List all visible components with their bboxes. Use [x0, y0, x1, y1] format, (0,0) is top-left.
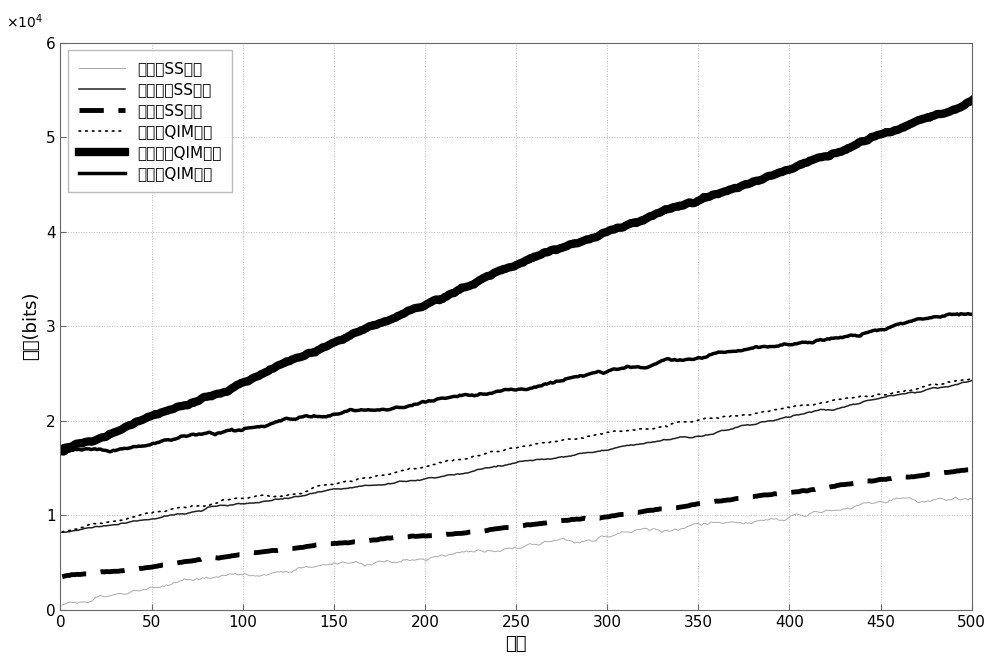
Line: 低频、QIM隐写: 低频、QIM隐写 [62, 379, 972, 532]
Line: 中频、SS隐写: 中频、SS隐写 [62, 470, 972, 577]
中频、SS隐写 [598, 514, 610, 522]
低频、QIM隐写 [802, 401, 814, 409]
低频、SS隐写 [966, 495, 978, 503]
低频、QIM隐写 [944, 378, 956, 386]
Y-axis label: 容量(bits): 容量(bits) [22, 292, 40, 360]
低中频、QIM隐写 [966, 97, 978, 105]
中频、QIM隐写 [490, 388, 502, 396]
低中频、SS隐写 [494, 462, 506, 470]
中频、QIM隐写 [962, 309, 974, 317]
Line: 低频、SS隐写: 低频、SS隐写 [62, 497, 972, 605]
低频、SS隐写 [949, 493, 961, 501]
低中频、SS隐写 [548, 454, 560, 462]
中频、QIM隐写 [803, 338, 815, 346]
低中频、QIM隐写 [598, 229, 610, 237]
低频、QIM隐写 [966, 375, 978, 383]
Text: $\times 10^4$: $\times 10^4$ [6, 13, 43, 31]
低中频、SS隐写 [488, 462, 500, 470]
中频、SS隐写 [966, 466, 978, 474]
低中频、QIM隐写 [56, 445, 68, 453]
低频、SS隐写 [944, 496, 956, 504]
中频、SS隐写 [488, 525, 500, 533]
低频、SS隐写 [548, 536, 560, 544]
低频、QIM隐写 [488, 447, 500, 455]
低频、SS隐写 [494, 548, 506, 556]
低频、QIM隐写 [598, 430, 610, 438]
中频、SS隐写 [944, 468, 956, 476]
中频、QIM隐写 [58, 450, 70, 458]
Legend: 低频、SS隐写, 低中频、SS隐写, 中频、SS隐写, 低频、QIM隐写, 低中频、QIM隐写, 中频、QIM隐写: 低频、SS隐写, 低中频、SS隐写, 中频、SS隐写, 低频、QIM隐写, 低中… [68, 51, 232, 192]
低频、QIM隐写 [56, 528, 68, 536]
Line: 中频、QIM隐写: 中频、QIM隐写 [62, 313, 972, 454]
低中频、QIM隐写 [944, 107, 956, 115]
Line: 低中频、SS隐写: 低中频、SS隐写 [62, 381, 972, 532]
低频、QIM隐写 [494, 448, 506, 456]
低频、SS隐写 [802, 512, 814, 520]
中频、QIM隐写 [599, 369, 611, 377]
低频、SS隐写 [598, 533, 610, 541]
中频、QIM隐写 [495, 387, 507, 395]
中频、SS隐写 [56, 573, 68, 581]
低中频、SS隐写 [802, 408, 814, 416]
中频、QIM隐写 [966, 310, 978, 318]
低中频、QIM隐写 [548, 245, 560, 253]
X-axis label: 图像: 图像 [505, 635, 527, 653]
低中频、SS隐写 [944, 382, 956, 390]
Line: 低中频、QIM隐写: 低中频、QIM隐写 [62, 101, 972, 449]
低中频、SS隐写 [966, 377, 978, 385]
低中频、SS隐写 [598, 447, 610, 455]
低中频、QIM隐写 [494, 266, 506, 274]
低频、SS隐写 [488, 548, 500, 556]
中频、QIM隐写 [56, 450, 68, 458]
低中频、QIM隐写 [488, 269, 500, 277]
低频、QIM隐写 [548, 438, 560, 446]
中频、QIM隐写 [946, 311, 958, 319]
低频、SS隐写 [56, 601, 68, 609]
中频、SS隐写 [494, 524, 506, 532]
中频、SS隐写 [548, 517, 560, 525]
低中频、SS隐写 [56, 528, 68, 536]
中频、QIM隐写 [550, 378, 562, 386]
中频、SS隐写 [802, 487, 814, 495]
低中频、QIM隐写 [802, 158, 814, 166]
